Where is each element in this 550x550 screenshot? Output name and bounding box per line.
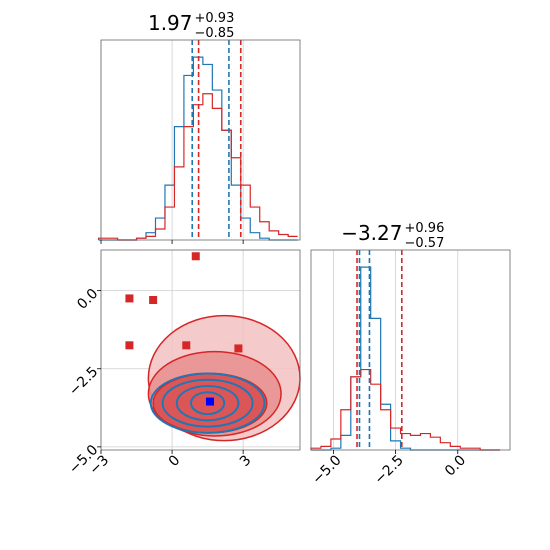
blue-marker bbox=[205, 397, 214, 406]
red-marker bbox=[149, 296, 158, 304]
panel-title-plus: +0.93 bbox=[195, 11, 235, 26]
blue-contour bbox=[161, 378, 254, 428]
blue-contour bbox=[149, 372, 266, 434]
y-tick-label: 0.0 bbox=[74, 286, 101, 313]
scatter-panel: −3 0 3−5.0−2.50.0 bbox=[66, 249, 301, 478]
red-marker bbox=[125, 294, 134, 303]
x-tick-label: 0.0 bbox=[442, 452, 469, 479]
panel-title-minus: −0.57 bbox=[405, 236, 445, 251]
hist-panel-bottom-right: −3.27 +0.96−0.57 bbox=[310, 221, 511, 454]
panel-frame bbox=[100, 39, 301, 241]
panel-frame bbox=[310, 249, 511, 451]
panel-title-value: −3.27 bbox=[341, 221, 402, 245]
blue-contour bbox=[175, 384, 240, 422]
panel-title-minus: −0.85 bbox=[195, 26, 235, 41]
histogram-red-series bbox=[98, 93, 298, 241]
panel-title-plus: +0.96 bbox=[405, 221, 445, 236]
x-tick-label: −2.5 bbox=[372, 452, 407, 487]
hist-panel-top-left: 1.97 +0.93−0.85 bbox=[98, 11, 301, 244]
red-marker bbox=[125, 341, 134, 350]
x-tick-label: 0 bbox=[166, 452, 184, 470]
x-tick-label: −5.0 bbox=[309, 452, 344, 487]
panel-title-value: 1.97 bbox=[148, 11, 193, 35]
panel-frame bbox=[100, 249, 301, 451]
red-marker bbox=[182, 341, 191, 350]
x-tick-label: 3 bbox=[237, 452, 255, 470]
y-tick-label: −2.5 bbox=[66, 364, 101, 399]
sample-point bbox=[194, 437, 196, 439]
histogram-blue-series bbox=[311, 266, 501, 451]
histogram-red-series bbox=[310, 368, 501, 451]
red-marker bbox=[191, 252, 200, 261]
blue-contour bbox=[190, 391, 226, 416]
red-marker bbox=[234, 344, 243, 353]
